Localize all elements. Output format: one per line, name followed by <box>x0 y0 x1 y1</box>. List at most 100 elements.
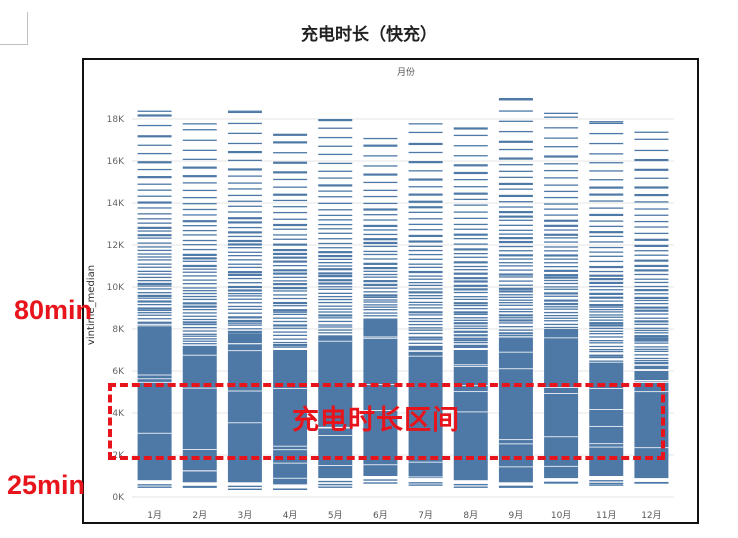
data-stripe <box>318 288 353 290</box>
data-stripe <box>227 221 262 224</box>
data-stripe <box>318 265 353 267</box>
data-stripe <box>182 343 217 345</box>
data-stripe <box>544 295 579 297</box>
data-stripe <box>498 240 533 244</box>
band-gap <box>498 439 533 441</box>
data-stripe <box>318 486 353 488</box>
data-stripe <box>182 225 217 227</box>
data-stripe <box>589 354 624 357</box>
data-stripe <box>227 289 262 292</box>
data-stripe <box>589 289 624 291</box>
data-stripe <box>498 164 533 166</box>
data-stripe <box>498 335 533 337</box>
data-stripe <box>182 139 217 141</box>
data-stripe <box>589 213 624 217</box>
data-stripe <box>498 273 533 276</box>
data-stripe <box>227 316 262 319</box>
solid-band <box>544 329 579 479</box>
data-stripe <box>318 317 353 319</box>
data-stripe <box>227 328 262 330</box>
data-stripe <box>363 214 398 216</box>
data-stripe <box>498 280 533 282</box>
data-stripe <box>273 324 308 327</box>
data-stripe <box>589 251 624 253</box>
data-stripe <box>408 229 443 231</box>
data-stripe <box>273 211 308 214</box>
data-stripe <box>273 133 308 136</box>
data-stripe <box>453 269 488 271</box>
data-stripe <box>182 123 217 125</box>
data-stripe <box>273 243 308 246</box>
data-stripe <box>634 250 669 252</box>
data-stripe <box>634 302 669 305</box>
data-stripe <box>137 321 172 324</box>
data-stripe <box>182 302 217 305</box>
data-stripe <box>589 300 624 302</box>
data-stripe <box>453 217 488 219</box>
x-tick-label: 5月 <box>328 510 343 521</box>
data-stripe <box>408 311 443 314</box>
data-stripe <box>182 257 217 260</box>
data-stripe <box>363 306 398 308</box>
data-stripe <box>589 281 624 285</box>
data-stripe <box>544 237 579 239</box>
data-stripe <box>453 296 488 298</box>
data-stripe <box>408 342 443 344</box>
data-stripe <box>273 283 308 286</box>
data-stripe <box>408 339 443 341</box>
data-stripe <box>544 311 579 314</box>
data-stripe <box>544 184 579 186</box>
data-stripe <box>363 245 398 248</box>
data-stripe <box>182 318 217 321</box>
data-stripe <box>137 144 172 146</box>
band-gap <box>498 443 533 445</box>
data-stripe <box>498 130 533 133</box>
data-stripe <box>363 219 398 221</box>
data-stripe <box>318 320 353 323</box>
band-gap <box>227 422 262 424</box>
data-stripe <box>182 287 217 289</box>
data-stripe <box>182 129 217 131</box>
data-stripe <box>273 280 308 282</box>
data-stripe <box>408 161 443 164</box>
data-stripe <box>363 276 398 278</box>
data-stripe <box>544 246 579 248</box>
data-stripe <box>273 317 308 319</box>
data-stripe <box>363 253 398 256</box>
data-stripe <box>227 182 262 184</box>
data-stripe <box>318 242 353 245</box>
data-stripe <box>227 111 262 114</box>
data-stripe <box>363 280 398 283</box>
data-stripe <box>363 304 398 306</box>
data-stripe <box>137 282 172 286</box>
data-stripe <box>634 138 669 140</box>
data-stripe <box>453 204 488 206</box>
data-stripe <box>589 316 624 318</box>
data-stripe <box>273 313 308 316</box>
data-stripe <box>498 229 533 231</box>
band-gap <box>544 393 579 394</box>
band-gap <box>634 382 669 383</box>
data-stripe <box>408 270 443 274</box>
x-tick-label: 3月 <box>238 510 253 521</box>
band-gap <box>273 445 308 447</box>
data-stripe <box>273 199 308 202</box>
data-stripe <box>498 326 533 328</box>
data-stripe <box>634 306 669 309</box>
data-stripe <box>408 281 443 284</box>
data-stripe <box>634 259 669 262</box>
data-stripe <box>544 266 579 268</box>
data-stripe <box>589 225 624 228</box>
data-stripe <box>498 290 533 293</box>
data-stripe <box>273 341 308 344</box>
data-stripe <box>589 303 624 307</box>
data-stripe <box>453 155 488 157</box>
data-stripe <box>544 262 579 264</box>
data-stripe <box>363 250 398 253</box>
data-stripe <box>318 127 353 129</box>
data-stripe <box>363 479 398 481</box>
band-gap <box>634 391 669 393</box>
data-stripe <box>318 223 353 226</box>
data-stripe <box>227 330 262 333</box>
data-stripe <box>634 335 669 338</box>
